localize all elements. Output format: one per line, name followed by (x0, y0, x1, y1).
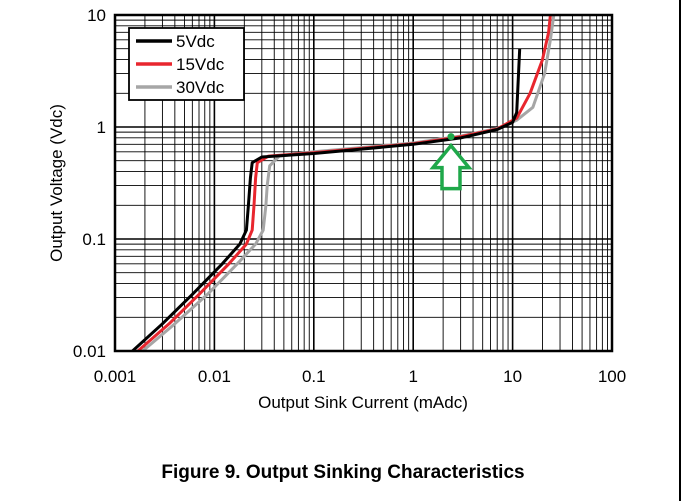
x-tick-label: 0.01 (198, 367, 231, 386)
legend-label: 15Vdc (176, 55, 225, 74)
page-border (679, 0, 681, 501)
figure-caption: Figure 9. Output Sinking Characteristics (161, 462, 525, 483)
x-tick-label: 0.1 (302, 367, 326, 386)
x-tick-label: 1 (408, 367, 417, 386)
annotation-dot (447, 133, 455, 141)
series-line-5vdc (131, 48, 522, 353)
x-axis-label: Output Sink Current (mAdc) (258, 393, 468, 412)
x-tick-label: 10 (503, 367, 522, 386)
legend-label: 30Vdc (176, 78, 225, 97)
x-tick-labels: 0.001 0.01 0.1 1 10 100 (94, 367, 626, 386)
x-tick-label: 0.001 (94, 367, 137, 386)
legend: 5Vdc 15Vdc 30Vdc (128, 27, 245, 101)
y-tick-label: 10 (87, 6, 106, 25)
plot-frame (113, 13, 614, 353)
y-tick-label: 0.01 (73, 342, 106, 361)
annotations (429, 133, 473, 191)
y-axis-label: Output Voltage (Vdc) (47, 104, 66, 262)
x-tick-label: 100 (598, 367, 626, 386)
legend-label: 5Vdc (176, 32, 215, 51)
series-lines (131, 14, 556, 353)
y-tick-label: 1 (97, 118, 106, 137)
y-tick-labels: 0.01 0.1 1 10 (73, 6, 106, 361)
annotation-arrow-icon (429, 142, 473, 191)
y-tick-label: 0.1 (82, 230, 106, 249)
